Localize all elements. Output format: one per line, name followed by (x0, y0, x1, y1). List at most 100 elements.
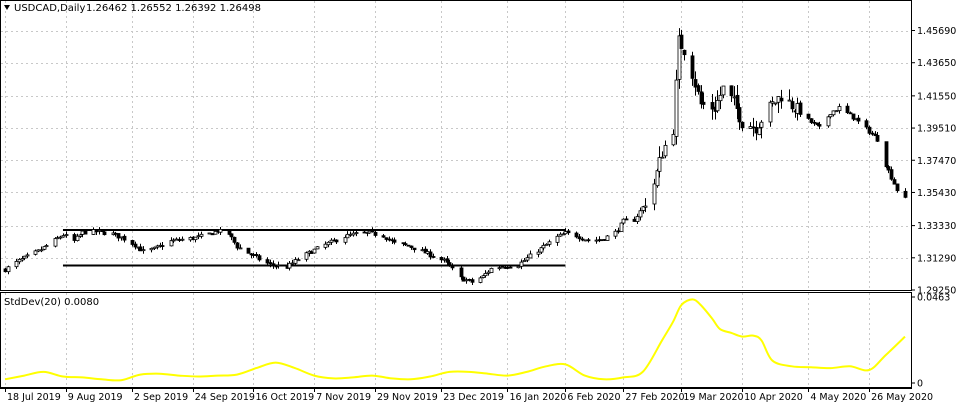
candle-body-up (489, 267, 494, 273)
indicator-label: StdDev(20) 0.0080 (4, 297, 99, 308)
price-tick-label: 1.45690 (917, 26, 956, 37)
candle-body-down (616, 230, 621, 233)
candle-body-up (837, 106, 842, 111)
candle-body-up (354, 232, 359, 234)
candle-body-up (152, 246, 157, 249)
candle-body-up (64, 234, 69, 236)
candle-body-up (61, 235, 66, 238)
time-tick-label: 29 Nov 2019 (377, 392, 438, 403)
candle-body-down (809, 118, 814, 123)
candle-body-up (522, 260, 527, 263)
candle-body-down (177, 239, 182, 241)
indicator-panel-frame (0, 292, 912, 388)
candle-body-up (25, 254, 30, 257)
candle-body-down (229, 233, 234, 238)
candle-body-up (483, 273, 488, 277)
candle-body-down (210, 233, 215, 236)
candle-body-up (36, 249, 41, 252)
price-tick-label: 1.37470 (917, 156, 956, 167)
time-tick-label: 16 Oct 2019 (255, 392, 314, 403)
candle-body-down (133, 243, 138, 248)
candle-body-up (196, 235, 201, 238)
price-panel[interactable]: 1.45690 1.43650 1.41550 1.39510 1.37470 1.354… (0, 0, 957, 297)
candle-body-up (22, 255, 27, 259)
candle-body-down (113, 232, 118, 235)
candle-body-up (290, 262, 295, 265)
candle-body-up (91, 229, 96, 235)
candle-body-up (276, 264, 281, 267)
candle-body-down (701, 101, 706, 105)
candle-body-up (193, 236, 198, 241)
down-triangle-icon[interactable] (4, 5, 10, 10)
candle-body-up (329, 239, 334, 243)
candle-body-up (6, 266, 11, 273)
candle-body-up (42, 246, 47, 250)
chart-header: USDCAD,Daily 1.26462 1.26552 1.26392 1.2… (4, 3, 261, 14)
indicator-tick-label: 0.0463 (917, 293, 950, 304)
candle-body-down (903, 190, 908, 198)
candle-body-up (478, 277, 483, 283)
candle-body-up (425, 251, 430, 254)
candle-body-down (577, 236, 582, 240)
candle-body-up (39, 249, 44, 252)
time-tick-label: 7 Nov 2019 (316, 392, 371, 403)
candle-body-down (864, 120, 869, 128)
candle-body-down (428, 251, 433, 258)
candle-body-down (268, 262, 273, 265)
candle-body-up (367, 230, 372, 234)
candle-body-down (334, 239, 339, 243)
candle-body-down (845, 105, 850, 114)
candle-body-down (867, 126, 872, 134)
candle-body-up (748, 126, 753, 129)
candle-body-down (632, 218, 637, 222)
candle-body-down (246, 247, 251, 254)
time-tick-label: 27 Feb 2020 (625, 392, 684, 403)
candle-body-up (78, 234, 83, 237)
candle-body-up (638, 210, 643, 218)
candle-body-down (624, 218, 629, 221)
candle-body-down (459, 267, 464, 278)
time-tick-label: 18 Jul 2019 (7, 392, 61, 403)
candle-body-up (218, 229, 223, 233)
indicator-axis: 0.0463 0 (911, 293, 950, 390)
indicator-panel[interactable]: StdDev(20) 0.0080 0.0463 0 (0, 292, 951, 390)
candle-body-up (75, 235, 80, 242)
candle-body-up (213, 230, 218, 235)
candle-body-up (528, 253, 533, 259)
candle-body-down (94, 229, 99, 233)
candle-body-up (541, 244, 546, 249)
candle-body-down (467, 278, 472, 281)
candle-body-down (737, 107, 742, 123)
candle-body-down (875, 135, 880, 142)
candle-body-up (563, 231, 568, 235)
candle-body-up (826, 116, 831, 127)
time-tick-label: 16 Jan 2020 (509, 392, 566, 403)
candle-body-up (420, 249, 425, 252)
symbol-label: USDCAD,Daily (14, 3, 85, 14)
candle-body-down (586, 239, 591, 242)
candle-body-down (373, 231, 378, 236)
candle-body-up (621, 218, 626, 224)
candle-body-down (851, 113, 856, 120)
candle-body-up (721, 85, 726, 96)
candle-body-down (735, 94, 740, 109)
candle-body-up (174, 238, 179, 241)
time-tick-label: 6 Feb 2020 (567, 392, 620, 403)
time-axis: 18 Jul 2019 9 Aug 2019 2 Sep 2019 24 Sep 20… (0, 388, 933, 403)
candle-body-down (884, 141, 889, 168)
candle-body-down (122, 235, 127, 241)
candle-body-down (505, 267, 510, 269)
candle-body-up (14, 261, 19, 268)
candle-body-up (171, 239, 176, 242)
trend-lines[interactable] (62, 229, 566, 267)
candle-body-down (682, 49, 687, 56)
candle-body-down (409, 245, 414, 248)
candle-body-down (265, 259, 270, 264)
candle-body-up (795, 103, 800, 114)
candle-body-up (199, 233, 204, 237)
time-tick-label: 26 May 2020 (871, 392, 933, 403)
candle-body-up (828, 114, 833, 118)
candle-body-down (602, 239, 607, 241)
